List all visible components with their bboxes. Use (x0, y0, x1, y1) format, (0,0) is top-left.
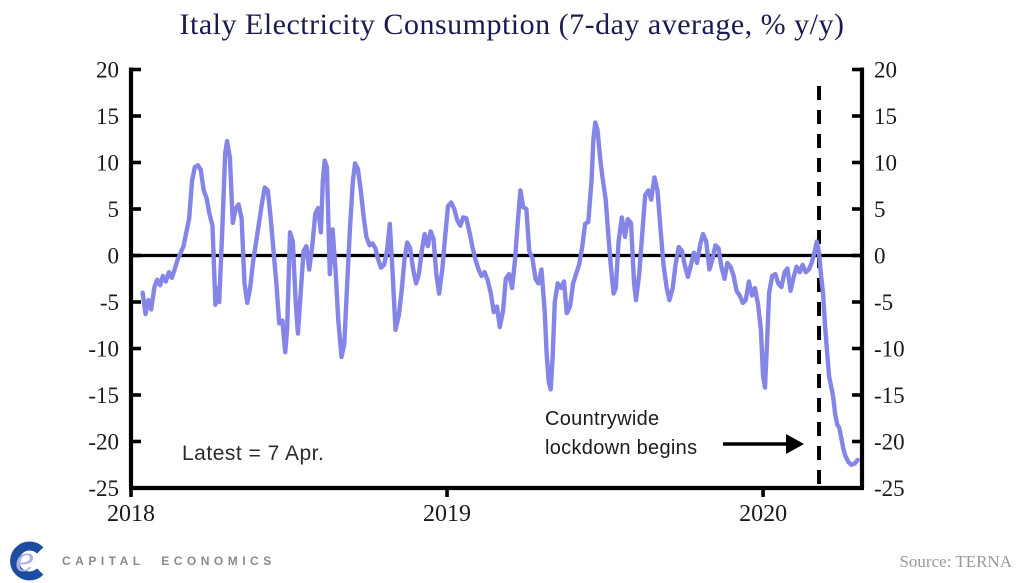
y-tick-label-left: -25 (88, 476, 119, 501)
brand-name: CAPITAL ECONOMICS (62, 554, 276, 568)
lockdown-annotation-line2: lockdown begins (545, 437, 698, 459)
y-tick-label-left: -5 (100, 290, 119, 315)
y-tick-label-right: -20 (874, 430, 905, 455)
y-tick-label-left: 5 (108, 197, 120, 222)
x-tick-label: 2020 (739, 501, 787, 527)
y-tick-label-right: 20 (874, 58, 897, 83)
y-tick-label-right: 0 (874, 244, 886, 269)
y-tick-label-right: -25 (874, 476, 905, 501)
lockdown-annotation: Countrywide lockdown begins (545, 405, 697, 463)
y-tick-label-left: -15 (88, 383, 119, 408)
y-tick-label-left: 20 (96, 58, 119, 83)
y-tick-label-right: 15 (874, 104, 897, 129)
y-tick-label-right: -5 (874, 290, 893, 315)
y-tick-label-left: -10 (88, 337, 119, 362)
ce-monogram-c (10, 541, 44, 581)
annotation-arrow-icon (786, 434, 804, 454)
data-line (140, 120, 860, 467)
latest-label: Latest = 7 Apr. (182, 442, 325, 465)
ce-monogram-e: e (15, 540, 35, 579)
y-tick-label-right: 10 (874, 151, 897, 176)
y-tick-label-right: 5 (874, 197, 886, 222)
y-tick-label-left: 15 (96, 104, 119, 129)
x-tick-label: 2019 (423, 501, 471, 527)
ce-monogram-icon: e (10, 540, 44, 581)
capital-economics-logo: e CAPITAL ECONOMICS (8, 540, 276, 582)
x-tick-label: 2018 (107, 501, 155, 527)
y-tick-label-left: 10 (96, 151, 119, 176)
y-tick-label-right: -15 (874, 383, 905, 408)
y-tick-label-left: 0 (108, 244, 120, 269)
y-tick-label-left: -20 (88, 430, 119, 455)
lockdown-annotation-line1: Countrywide (545, 408, 660, 430)
source-label: Source: TERNA (899, 552, 1012, 571)
y-tick-label-right: -10 (874, 337, 905, 362)
chart-title: Italy Electricity Consumption (7-day ave… (179, 8, 845, 41)
